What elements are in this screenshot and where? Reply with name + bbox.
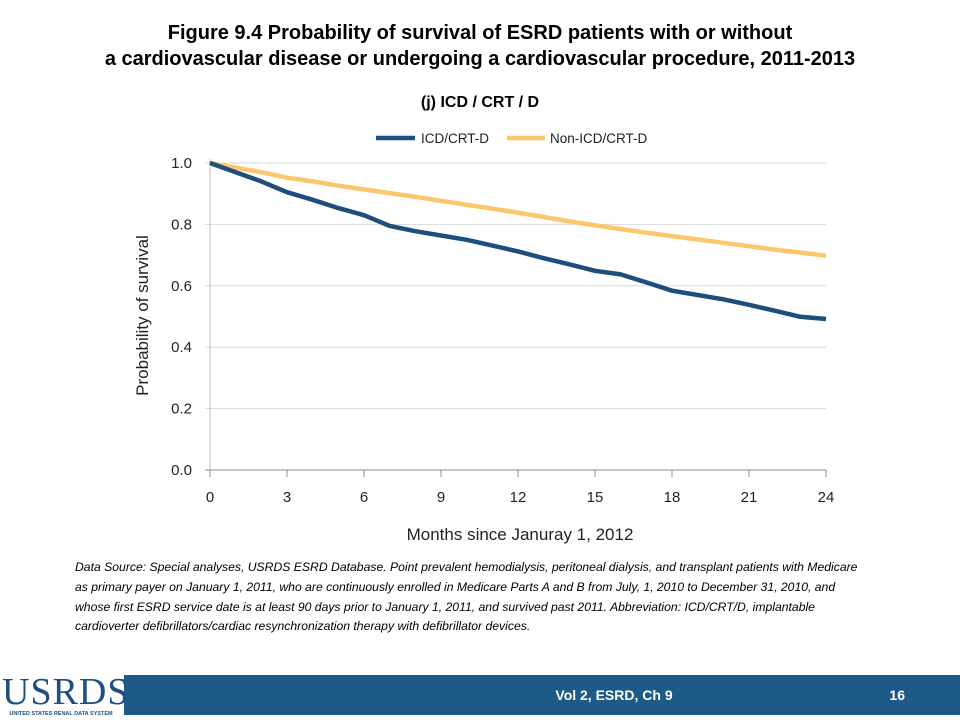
x-axis-title: Months since Januray 1, 2012 [407,525,634,544]
chart-legend: ICD/CRT-D Non-ICD/CRT-D [376,131,648,146]
x-tick-label: 6 [360,489,368,506]
chart-subtitle: (j) ICD / CRT / D [420,94,540,111]
y-tick-label: 0.0 [171,462,192,479]
y-tick-label: 0.6 [171,278,192,295]
figure-title: Figure 9.4 Probability of survival of ES… [0,20,960,72]
chart-tick-labels: 0.0 0.2 0.4 0.6 0.8 1.0 0 3 6 9 12 15 18 21 24 Months s… [133,155,834,544]
series-line-0 [209,160,827,322]
series-line-1 [209,160,827,258]
chart-gridlines [205,162,826,471]
y-tick-label: 0.2 [171,401,192,418]
x-tick-label: 0 [206,489,214,506]
legend-label-0: ICD/CRT-D [421,131,489,146]
figure-title-line-2: a cardiovascular disease or undergoing a… [104,48,856,70]
legend-label-1: Non-ICD/CRT-D [550,131,648,146]
x-tick-label: 18 [664,489,681,506]
usrds-logo: USRDS UNITED STATES RENAL DATA SYSTEM [0,671,130,720]
footer-bar: Vol 2, ESRD, Ch 9 16 [124,675,960,715]
y-tick-label: 0.8 [171,216,192,233]
chart-axes [205,159,827,477]
y-tick-label: 1.0 [171,155,192,172]
x-tick-label: 21 [741,489,758,506]
y-axis-title: Probability of survival [133,235,152,396]
chart-series [209,160,827,322]
logo-tagline: UNITED STATES RENAL DATA SYSTEM [9,711,113,717]
figure-title-line-1: Figure 9.4 Probability of survival of ES… [167,22,793,44]
x-tick-label: 12 [510,489,527,506]
x-tick-label: 15 [587,489,604,506]
page-number: 16 [889,687,905,703]
x-tick-label: 24 [818,489,835,506]
footer-volume-label: Vol 2, ESRD, Ch 9 [555,687,673,703]
x-tick-label: 9 [437,489,445,506]
x-tick-label: 3 [283,489,291,506]
logo-wordmark: USRDS [2,671,130,713]
data-source-footnote: Data Source: Special analyses, USRDS ESR… [75,560,858,634]
y-tick-label: 0.4 [171,339,192,356]
survival-line-chart: ICD/CRT-D Non-ICD/CRT-D 0.0 0.2 0.4 0.6 0.8 1.… [133,131,834,544]
